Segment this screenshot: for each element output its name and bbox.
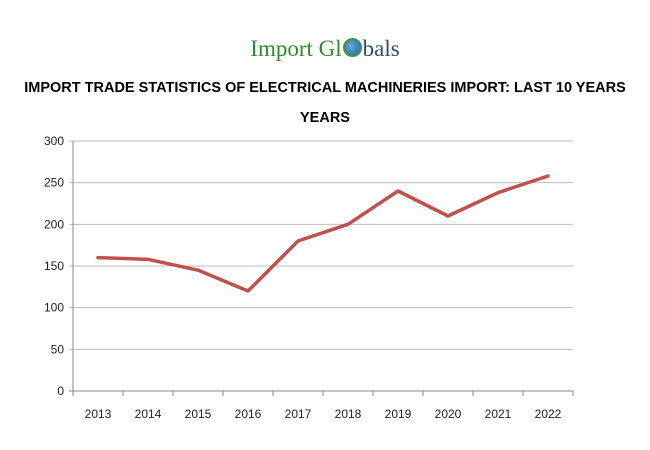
x-tick-label: 2019 [385,407,412,421]
data-point [446,214,450,218]
x-tick-label: 2022 [535,407,562,421]
data-point [246,289,250,293]
x-tick-label: 2016 [235,407,262,421]
x-tick-label: 2021 [485,407,512,421]
y-tick-label: 0 [57,384,64,398]
y-tick-label: 150 [44,259,64,273]
logo-text-blue: bals [362,36,400,61]
data-point [296,239,300,243]
chart-title: IMPORT TRADE STATISTICS OF ELECTRICAL MA… [24,80,626,96]
y-tick-label: 100 [44,301,64,315]
import-globals-logo: Import Gl bals [0,36,650,62]
data-point [346,222,350,226]
data-point [146,257,150,261]
y-tick-label: 200 [44,217,64,231]
y-tick-label: 300 [44,134,64,148]
x-tick-label: 2020 [435,407,462,421]
y-tick-label: 50 [51,342,65,356]
data-point [496,191,500,195]
x-tick-label: 2018 [335,407,362,421]
chart-subtitle: YEARS [300,110,350,126]
data-point [546,174,550,178]
data-point [396,189,400,193]
x-tick-label: 2015 [185,407,212,421]
x-tick-label: 2014 [135,407,162,421]
y-tick-label: 250 [44,176,64,190]
x-tick-label: 2017 [285,407,312,421]
logo-text-green: Import Gl [250,36,342,61]
data-point [196,268,200,272]
globe-icon [342,38,362,57]
x-tick-label: 2013 [85,407,112,421]
data-point [96,256,100,260]
series-line [96,174,550,293]
